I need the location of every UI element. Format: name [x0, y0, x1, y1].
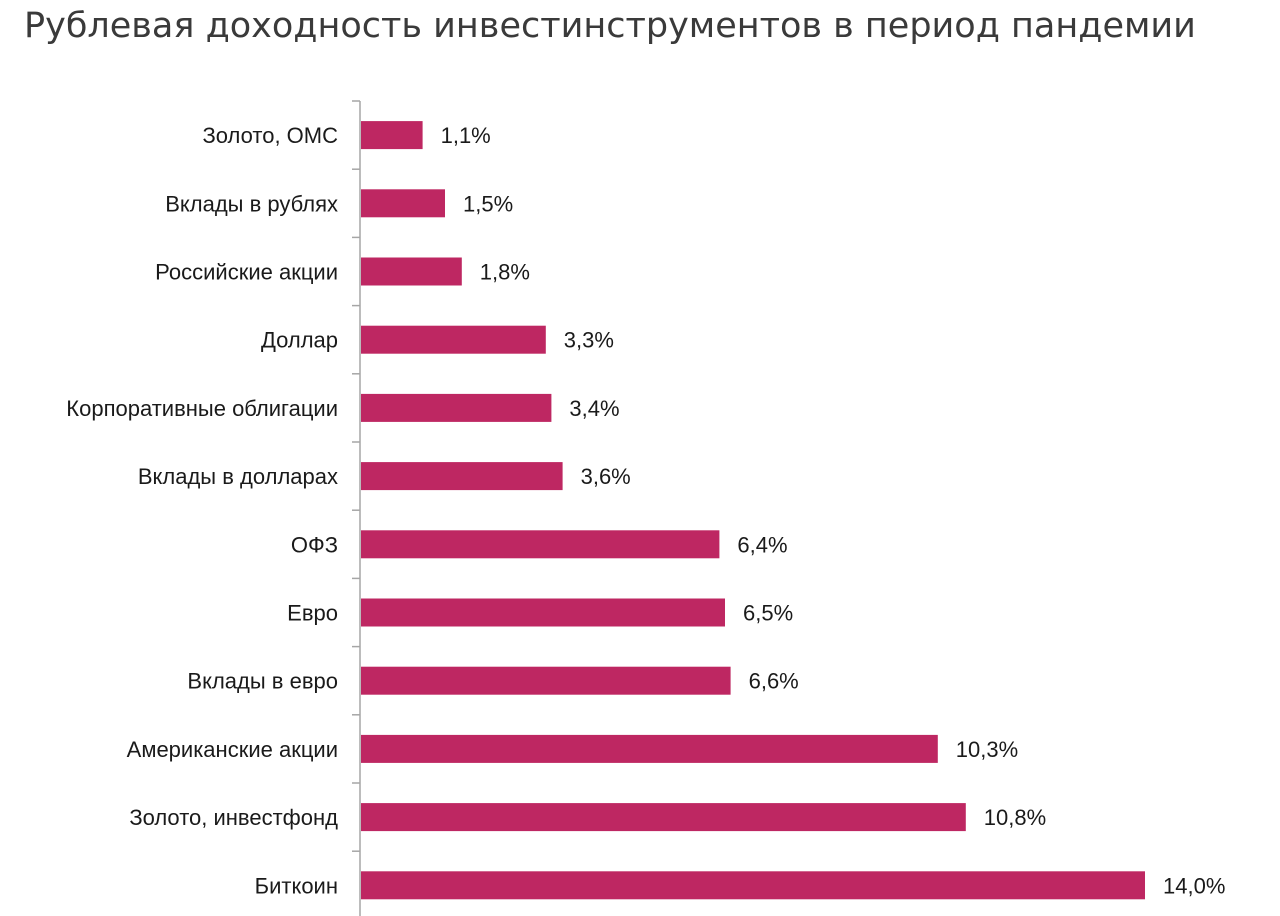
category-label: Американские акции — [127, 737, 338, 762]
value-labels: 1,1% 1,5% 1,8% 3,3% 3,4% 3,6% 6,4% 6,5% 6,6% 10,3… — [441, 123, 1226, 898]
bar — [361, 871, 1145, 900]
category-label: Вклады в евро — [187, 669, 338, 694]
value-label: 6,5% — [743, 601, 793, 626]
category-label: Биткоин — [255, 873, 338, 898]
bar — [361, 666, 731, 695]
value-label: 1,5% — [463, 191, 513, 216]
value-label: 10,3% — [956, 737, 1018, 762]
category-label: Золото, инвестфонд — [129, 805, 338, 830]
category-label: Вклады в рублях — [165, 191, 338, 216]
category-labels: Золото, ОМС Вклады в рублях Российские акц… — [66, 123, 338, 898]
bar — [361, 462, 563, 491]
bar — [361, 598, 725, 627]
category-label: Вклады в долларах — [138, 464, 338, 489]
category-label: Доллар — [261, 328, 338, 353]
value-label: 1,8% — [480, 260, 530, 285]
bar — [361, 393, 552, 422]
bar — [361, 530, 720, 559]
bar — [361, 325, 546, 354]
category-label: Корпоративные облигации — [66, 396, 338, 421]
bar — [361, 734, 938, 763]
bars-group — [361, 121, 1145, 900]
bar — [361, 803, 966, 832]
value-label: 3,6% — [581, 464, 631, 489]
value-label: 10,8% — [984, 805, 1046, 830]
value-label: 6,6% — [749, 669, 799, 694]
category-label: Российские акции — [155, 260, 338, 285]
value-label: 14,0% — [1163, 873, 1225, 898]
bar — [361, 257, 462, 286]
value-label: 3,3% — [564, 328, 614, 353]
category-label: Золото, ОМС — [203, 123, 339, 148]
category-label: ОФЗ — [291, 532, 338, 557]
value-label: 6,4% — [737, 532, 787, 557]
chart-title: Рублевая доходность инвестинструментов в… — [24, 6, 1196, 46]
y-axis-ticks — [352, 100, 360, 852]
bar — [361, 189, 445, 218]
category-label: Евро — [287, 601, 338, 626]
bar — [361, 121, 423, 150]
value-label: 3,4% — [569, 396, 619, 421]
value-label: 1,1% — [441, 123, 491, 148]
